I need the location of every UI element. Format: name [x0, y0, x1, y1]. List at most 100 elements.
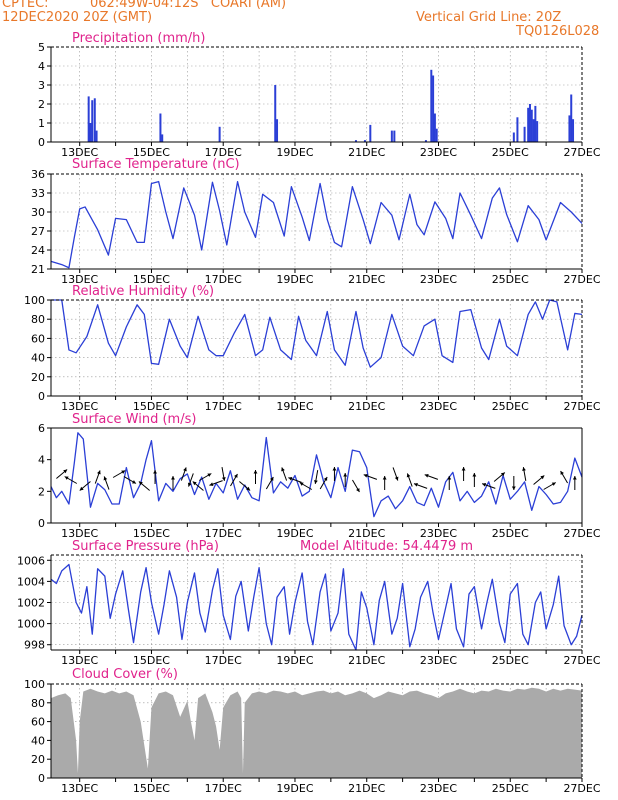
- wind-arrow-head: [64, 476, 69, 480]
- wind-arrow-head: [153, 470, 157, 474]
- y-tick-label: 0: [38, 517, 45, 530]
- x-tick-label: 21DEC: [348, 527, 385, 540]
- precip-bar: [218, 126, 221, 142]
- x-tick-label: 25DEC: [492, 146, 529, 159]
- x-tick-label: 17DEC: [205, 273, 242, 286]
- wind-arrow-head: [343, 473, 348, 477]
- y-tick-label: 36: [31, 168, 45, 181]
- x-tick-label: 21DEC: [348, 654, 385, 667]
- wind-arrow-head: [187, 482, 192, 487]
- header-grid-note: Vertical Grid Line: 20Z: [416, 10, 562, 25]
- precip-bar: [93, 98, 96, 142]
- x-tick-label: 25DEC: [492, 273, 529, 286]
- wind-arrow-head: [246, 486, 251, 491]
- x-tick-label: 19DEC: [276, 400, 313, 413]
- y-tick-label: 100: [24, 294, 45, 307]
- wind-arrow-head: [314, 480, 318, 484]
- wind-arrow-head: [234, 473, 238, 478]
- wind-arrow-head: [332, 467, 337, 471]
- x-tick-label: 25DEC: [492, 527, 529, 540]
- x-tick-label: 17DEC: [205, 782, 242, 795]
- precip-bar: [512, 132, 515, 142]
- y-tick-label: 2: [38, 98, 45, 111]
- precip-bar: [527, 107, 530, 142]
- x-tick-label: 27DEC: [563, 400, 600, 413]
- wind-arrow-head: [63, 469, 68, 474]
- wind-arrow-head: [79, 486, 84, 491]
- x-tick-label: 27DEC: [563, 146, 600, 159]
- x-tick-label: 17DEC: [205, 654, 242, 667]
- y-tick-label: 24: [31, 244, 45, 257]
- precip-bar: [87, 96, 90, 142]
- precip-bar: [568, 115, 571, 142]
- x-tick-label: 25DEC: [492, 654, 529, 667]
- wind-arrow-head: [138, 481, 143, 486]
- y-tick-label: 60: [31, 332, 45, 345]
- wind-arrow-head: [447, 476, 452, 480]
- x-tick-label: 23DEC: [420, 146, 457, 159]
- precip-bar: [432, 75, 435, 142]
- y-tick-label: 1000: [17, 618, 45, 631]
- x-tick-label: 13DEC: [61, 146, 98, 159]
- series-line: [50, 432, 583, 518]
- wind-arrow-head: [363, 474, 368, 478]
- precip-bar: [89, 123, 92, 142]
- precip-bar: [276, 119, 279, 142]
- x-tick-label: 13DEC: [61, 654, 98, 667]
- series-line: [51, 299, 583, 368]
- wind-arrow-head: [121, 470, 126, 474]
- wind-arrow-head: [413, 483, 418, 487]
- header-datetime: 12DEC2020 20Z (GMT): [2, 10, 153, 25]
- series-line: [50, 180, 583, 269]
- x-tick-label: 19DEC: [276, 146, 313, 159]
- wind-arrow-head: [461, 467, 466, 471]
- x-tick-label: 13DEC: [61, 400, 98, 413]
- precip-bar: [274, 85, 277, 142]
- x-tick-label: 23DEC: [420, 527, 457, 540]
- x-tick-label: 27DEC: [563, 273, 600, 286]
- precip-bar: [95, 130, 98, 142]
- wind-arrow-head: [207, 473, 212, 477]
- precip-bar: [430, 69, 433, 142]
- y-tick-label: 0: [38, 390, 45, 403]
- x-tick-label: 23DEC: [420, 654, 457, 667]
- panel-title: Precipitation (mm/h): [72, 31, 205, 46]
- wind-arrow-head: [209, 482, 214, 486]
- x-tick-label: 27DEC: [563, 654, 600, 667]
- precip-bar: [91, 100, 94, 142]
- precip-bar: [534, 105, 537, 142]
- wind-arrow-head: [269, 476, 274, 481]
- y-tick-label: 1: [38, 117, 45, 130]
- wind-arrow-head: [183, 467, 187, 472]
- x-tick-label: 17DEC: [205, 527, 242, 540]
- wind-arrow-head: [382, 476, 387, 480]
- wind-arrow-head: [424, 474, 429, 478]
- panel-title: Surface Wind (m/s): [72, 412, 196, 427]
- x-tick-label: 21DEC: [348, 782, 385, 795]
- x-tick-label: 21DEC: [348, 273, 385, 286]
- wind-arrow-head: [299, 482, 304, 486]
- wind-arrow-head: [572, 476, 577, 480]
- x-tick-label: 15DEC: [133, 146, 170, 159]
- panel-title: Cloud Cover (%): [72, 667, 178, 682]
- y-tick-label: 5: [38, 41, 45, 54]
- x-tick-label: 25DEC: [492, 782, 529, 795]
- precip-bar: [528, 104, 531, 142]
- wind-arrow-head: [253, 470, 258, 474]
- precip-bar: [159, 113, 162, 142]
- precip-bar: [516, 117, 519, 142]
- y-tick-label: 0: [38, 136, 45, 149]
- wind-arrow-head: [540, 475, 545, 480]
- precip-bar: [354, 140, 357, 142]
- x-tick-label: 19DEC: [276, 654, 313, 667]
- x-tick-label: 21DEC: [348, 146, 385, 159]
- x-tick-label: 15DEC: [133, 782, 170, 795]
- x-tick-label: 15DEC: [133, 400, 170, 413]
- x-tick-label: 19DEC: [276, 782, 313, 795]
- precip-bar: [570, 94, 573, 142]
- precip-bar: [572, 119, 575, 142]
- y-tick-label: 20: [31, 753, 45, 766]
- x-tick-label: 13DEC: [61, 273, 98, 286]
- x-tick-label: 21DEC: [348, 400, 385, 413]
